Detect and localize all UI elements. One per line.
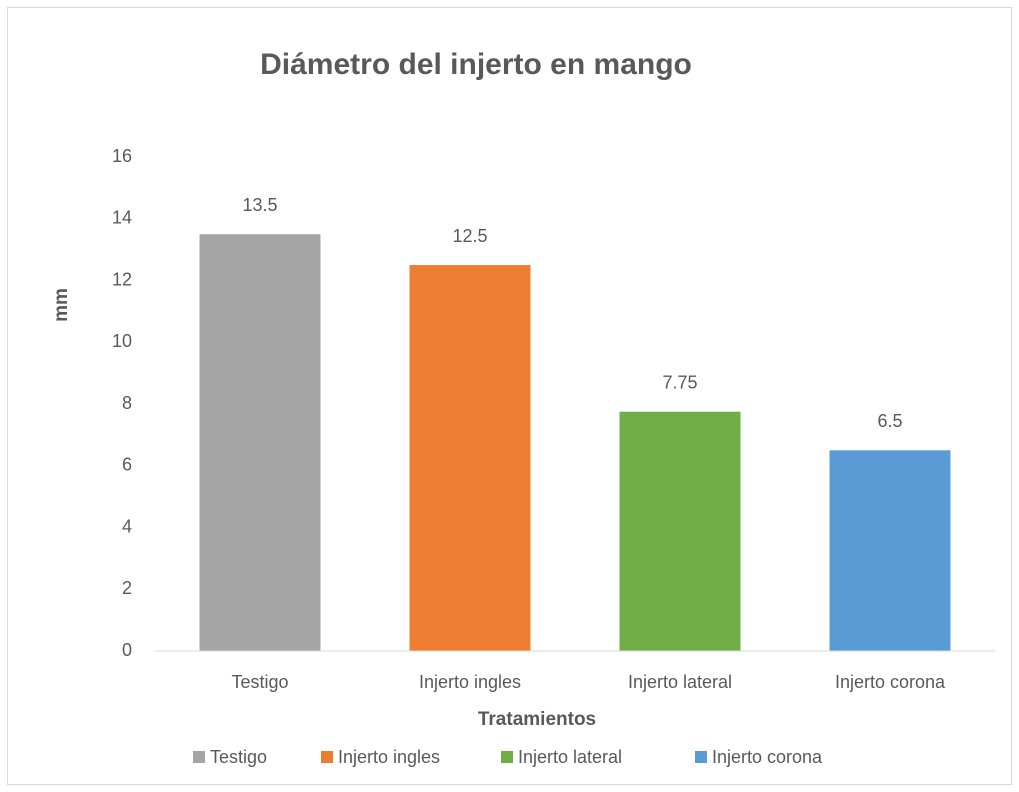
data-label: 12.5 [452,226,487,246]
data-label: 7.75 [662,372,697,392]
x-tick-label: Testigo [231,672,288,692]
bar [409,265,531,651]
y-tick-label: 4 [122,516,132,536]
x-tick-label: Injerto lateral [628,672,732,692]
legend-swatch [193,751,205,763]
y-tick-label: 16 [112,146,132,166]
x-tick-label: Injerto corona [835,672,946,692]
bar [199,234,321,651]
y-axis-title: mm [51,288,72,322]
y-tick-label: 6 [122,455,132,475]
y-tick-label: 12 [112,269,132,289]
legend-label: Testigo [210,747,267,767]
bar [619,411,741,651]
y-tick-label: 0 [122,640,132,660]
legend-swatch [695,751,707,763]
data-label: 6.5 [877,411,902,431]
legend-label: Injerto corona [712,747,823,767]
y-tick-label: 10 [112,331,132,351]
chart-title: Diámetro del injerto en mango [260,48,692,81]
y-tick-label: 2 [122,578,132,598]
legend-label: Injerto lateral [518,747,622,767]
y-tick-label: 14 [112,208,132,228]
legend-swatch [501,751,513,763]
data-label: 13.5 [242,195,277,215]
x-axis-title: Tratamientos [478,709,596,730]
legend-label: Injerto ingles [338,747,440,767]
y-tick-label: 8 [122,393,132,413]
legend-swatch [321,751,333,763]
bar [829,450,951,651]
x-tick-label: Injerto ingles [419,672,521,692]
